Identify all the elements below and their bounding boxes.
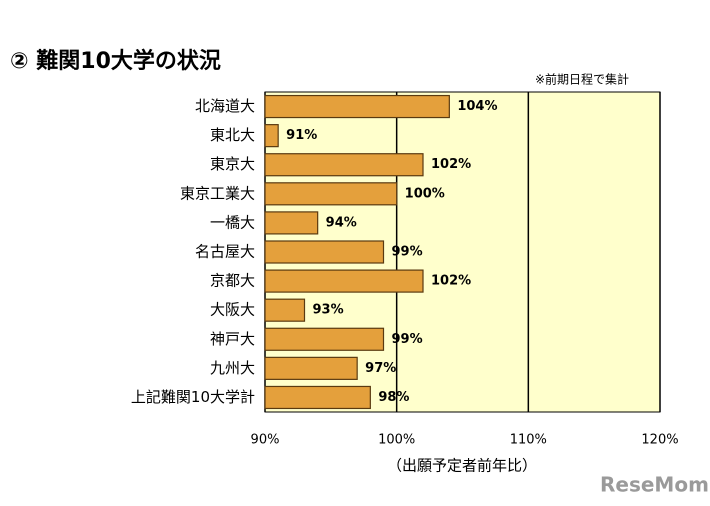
bar <box>264 240 385 264</box>
value-label: 102% <box>431 274 471 289</box>
x-tick-label: 110% <box>510 433 547 448</box>
y-tick-label: 一橋大 <box>210 213 255 231</box>
y-tick-label: 大阪大 <box>210 301 255 319</box>
bar <box>264 385 371 410</box>
value-label: 99% <box>392 245 423 260</box>
y-tick-label: 神戸大 <box>210 330 255 348</box>
value-label: 102% <box>431 157 471 172</box>
x-axis-label: （出願予定者前年比） <box>387 457 537 475</box>
value-label: 104% <box>457 99 497 114</box>
value-label: 94% <box>326 215 357 230</box>
y-tick-label: 京都大 <box>210 272 255 290</box>
x-tick-label: 100% <box>378 433 415 448</box>
bar <box>264 211 319 235</box>
value-label: 97% <box>365 361 396 376</box>
y-tick-label: 東北大 <box>210 126 255 144</box>
y-tick-label: 北海道大 <box>195 97 255 115</box>
note: ※前期日程で集計 <box>535 72 629 87</box>
y-tick-label: 東京工業大 <box>180 184 255 202</box>
chart-title: ② 難関10大学の状況 <box>10 48 221 74</box>
bar <box>264 182 398 206</box>
bar <box>264 356 358 380</box>
value-label: 98% <box>378 390 409 405</box>
bar <box>264 124 279 148</box>
value-label: 99% <box>392 332 423 347</box>
bar <box>264 153 424 177</box>
value-label: 100% <box>405 186 445 201</box>
bar <box>264 298 306 322</box>
bar <box>264 327 385 351</box>
bar <box>264 94 450 119</box>
x-tick-label: 120% <box>641 433 678 448</box>
x-tick-label: 90% <box>251 433 280 448</box>
y-tick-label: 東京大 <box>210 155 255 173</box>
watermark: ReseMom <box>600 473 709 497</box>
y-tick-label: 名古屋大 <box>195 243 255 261</box>
bar <box>264 269 424 293</box>
value-label: 91% <box>286 128 317 143</box>
y-tick-label: 九州大 <box>210 359 255 377</box>
value-label: 93% <box>313 303 344 318</box>
y-tick-label: 上記難関10大学計 <box>131 388 255 406</box>
